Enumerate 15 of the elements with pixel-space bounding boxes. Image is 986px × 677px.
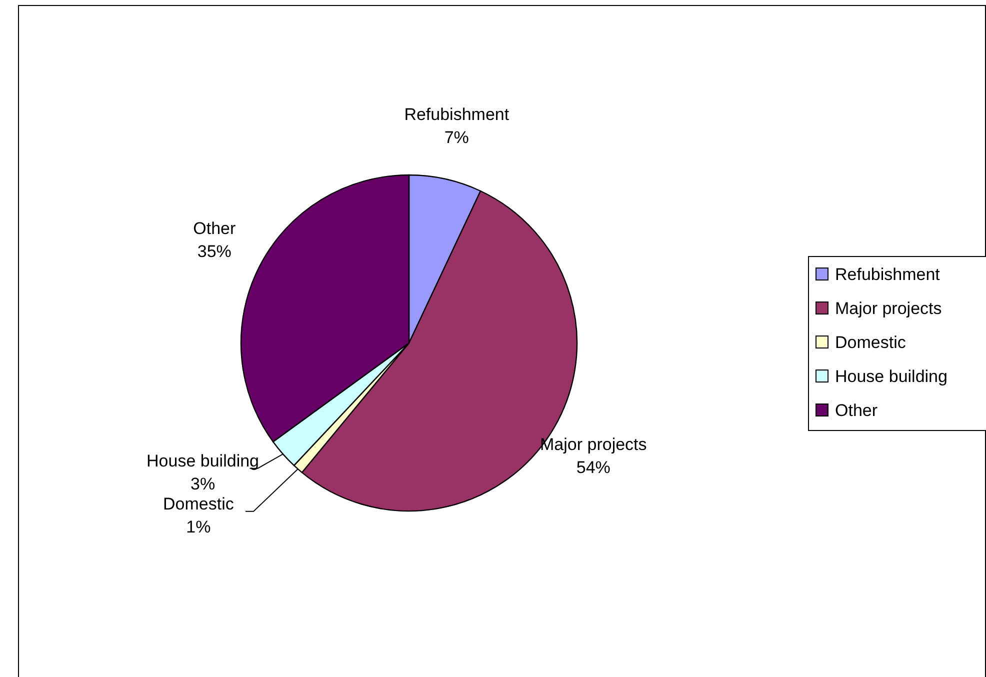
data-label: 1%: [186, 517, 211, 536]
slice-label: Major projects: [540, 435, 647, 454]
legend-label: House building: [835, 367, 948, 386]
slice-label: House building: [146, 451, 260, 470]
data-label: 35%: [197, 242, 232, 261]
slice-label: Refubishment: [404, 104, 510, 124]
legend-label: Refubishment: [835, 265, 940, 284]
data-label: 3%: [190, 474, 216, 494]
slice-label: Domestic: [163, 494, 234, 514]
legend-label: Other: [835, 401, 878, 420]
data-label: 7%: [444, 128, 469, 147]
legend-label: Domestic: [835, 333, 906, 352]
legend-label: Major projects: [835, 299, 942, 318]
data-label: 54%: [576, 458, 610, 478]
slice-label: Other: [193, 218, 236, 238]
